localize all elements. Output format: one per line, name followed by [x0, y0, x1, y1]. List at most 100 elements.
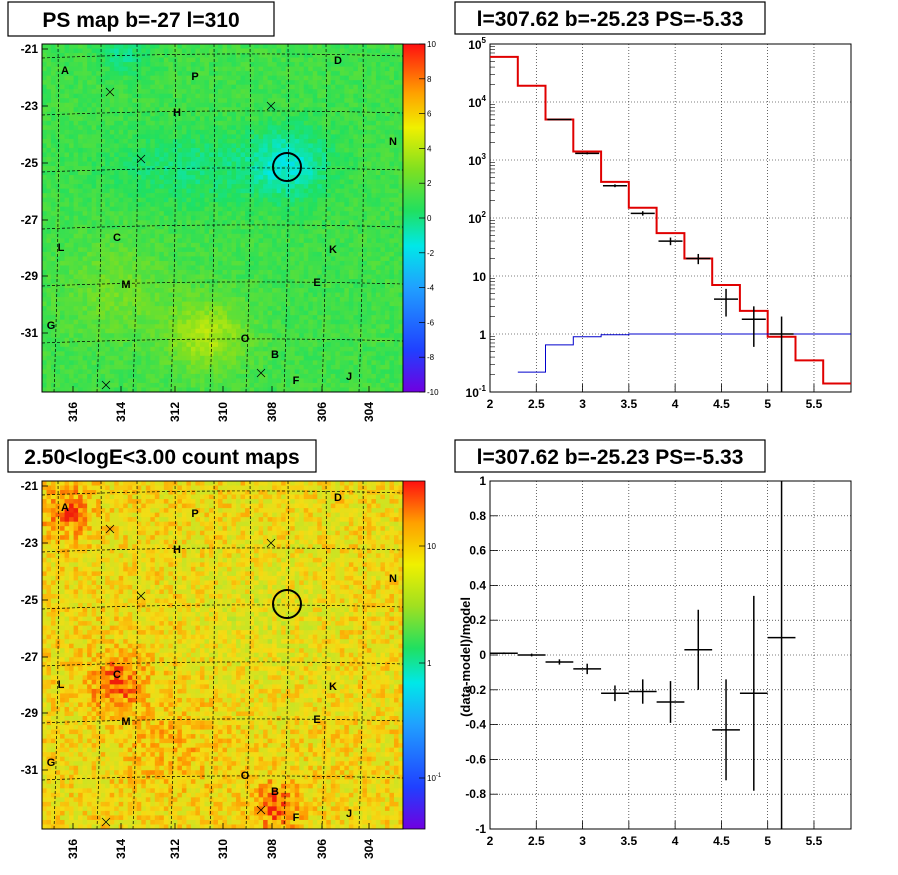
map-cell — [141, 242, 147, 248]
map-cell — [78, 89, 84, 95]
map-cell — [190, 274, 196, 280]
map-cell — [303, 66, 309, 72]
map-cell — [312, 288, 318, 294]
map-cell — [51, 184, 57, 190]
map-cell — [69, 175, 75, 181]
map-cell — [168, 202, 174, 208]
map-cell — [290, 156, 296, 163]
map-cell — [217, 251, 223, 257]
map-cell — [91, 116, 97, 122]
map-cell — [276, 274, 282, 280]
map-cell — [299, 247, 305, 253]
map-cell — [127, 175, 133, 181]
map-cell — [177, 197, 183, 203]
map-cell — [263, 48, 269, 54]
map-cell — [290, 297, 296, 303]
map-cell — [222, 306, 228, 312]
map-cell — [168, 57, 174, 63]
map-cell — [127, 62, 133, 68]
map-cell — [308, 310, 314, 316]
map-cell — [73, 269, 79, 275]
map-cell — [339, 306, 345, 312]
map-cell — [46, 319, 52, 325]
map-cell — [132, 288, 138, 294]
map-cell — [42, 279, 48, 285]
map-cell — [272, 129, 278, 135]
map-cell — [217, 179, 223, 185]
map-cell — [181, 247, 187, 253]
map-cell — [267, 220, 273, 226]
map-cell — [294, 84, 300, 90]
map-cell — [145, 107, 151, 113]
map-cell — [258, 279, 264, 285]
map-cell — [105, 89, 111, 95]
map-cell — [204, 202, 210, 208]
map-cell — [276, 161, 282, 167]
map-cell — [249, 120, 255, 126]
map-cell — [181, 193, 187, 199]
map-cell — [213, 166, 219, 172]
map-cell — [299, 238, 305, 244]
map-cell — [163, 265, 169, 271]
map-cell — [317, 292, 323, 298]
map-cell — [195, 156, 201, 163]
map-cell — [375, 66, 381, 72]
map-cell — [398, 147, 403, 153]
map-cell — [272, 211, 278, 217]
map-cell — [213, 129, 219, 135]
map-cell — [222, 233, 228, 239]
map-cell — [344, 202, 350, 208]
map-cell — [357, 62, 363, 68]
map-cell — [159, 274, 165, 280]
map-cell — [384, 202, 390, 208]
map-cell — [258, 71, 264, 77]
map-cell — [339, 297, 345, 303]
map-cell — [330, 125, 336, 131]
map-cell — [141, 206, 147, 212]
map-cell — [82, 233, 88, 239]
map-cell — [204, 57, 210, 63]
map-cell — [145, 138, 151, 144]
map-cell — [335, 247, 341, 253]
map-cell — [240, 274, 246, 280]
map-cell — [317, 161, 323, 167]
map-cell — [281, 238, 287, 244]
map-cell — [186, 256, 192, 262]
map-cell — [46, 206, 52, 212]
map-cell — [380, 152, 386, 158]
map-cell — [371, 125, 377, 131]
map-cell — [69, 288, 75, 294]
map-cell — [303, 156, 309, 163]
map-cell — [42, 170, 48, 176]
map-cell — [64, 84, 70, 90]
map-cell — [285, 75, 291, 81]
map-cell — [60, 197, 66, 203]
map-cell — [46, 156, 52, 163]
map-cell — [344, 310, 350, 316]
map-cell — [64, 274, 70, 280]
map-cell — [109, 84, 115, 90]
map-cell — [208, 184, 214, 190]
map-cell — [348, 310, 354, 316]
map-cell — [150, 301, 156, 307]
map-cell — [312, 138, 318, 144]
map-cell — [348, 170, 354, 176]
map-cell — [236, 229, 242, 235]
map-cell — [132, 310, 138, 316]
map-cell — [150, 265, 156, 271]
map-cell — [91, 184, 97, 190]
map-cell — [154, 288, 160, 294]
map-cell — [105, 306, 111, 312]
map-cell — [163, 324, 169, 330]
map-cell — [231, 256, 237, 262]
map-cell — [208, 297, 214, 303]
map-cell — [204, 274, 210, 280]
map-cell — [181, 279, 187, 285]
map-cell — [181, 211, 187, 217]
map-cell — [51, 319, 57, 325]
map-cell — [105, 166, 111, 172]
map-cell — [177, 116, 183, 122]
map-cell — [267, 75, 273, 81]
map-cell — [136, 170, 142, 176]
map-cell — [78, 324, 84, 330]
